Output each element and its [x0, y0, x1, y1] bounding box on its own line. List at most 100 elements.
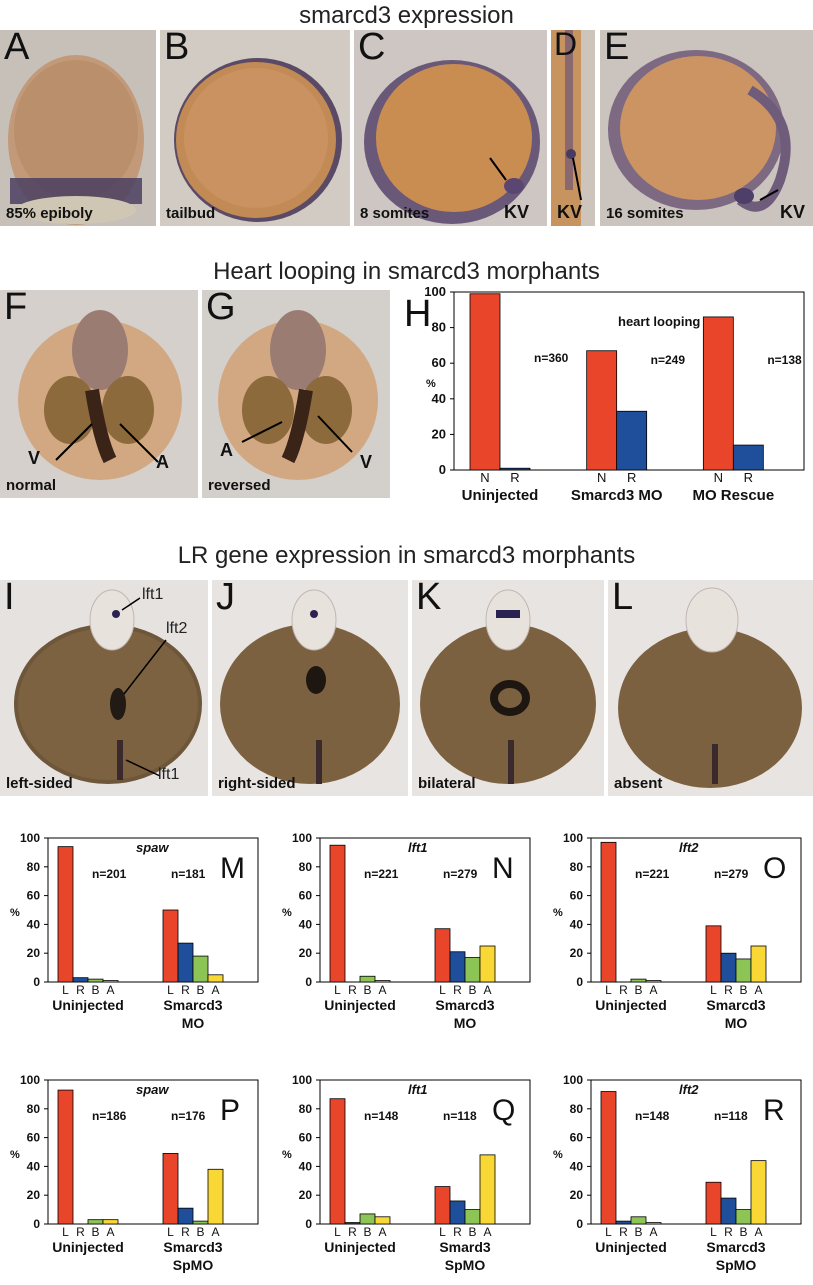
caption-g: reversed — [208, 477, 271, 494]
bar-category-label: A — [649, 983, 657, 997]
bar-a — [645, 1222, 662, 1225]
figure-title-heart-looping: Heart looping in smarcd3 morphants — [213, 258, 600, 285]
bar-b — [464, 1209, 481, 1225]
panel-j-embryo: J right-sided — [212, 580, 408, 796]
n-label: n=148 — [635, 1109, 670, 1123]
bar-category-label: R — [744, 470, 753, 485]
bar-category-label: R — [510, 470, 519, 485]
bar-category-label: L — [605, 983, 612, 997]
bar-category-label: L — [439, 1225, 446, 1239]
bar-l — [705, 925, 722, 983]
bar-category-label: B — [196, 1225, 204, 1239]
bar-n — [586, 350, 618, 471]
panel-a-embryo: A 85% epiboly — [0, 30, 156, 226]
bar-b — [735, 1209, 752, 1225]
bar-l — [57, 1089, 74, 1225]
group-label: Uninjected — [52, 997, 124, 1013]
bar-r — [177, 942, 194, 983]
bar-category-label: N — [597, 470, 606, 485]
bar-a — [207, 1168, 224, 1225]
bar-b — [630, 978, 647, 983]
bar-l — [434, 1186, 451, 1225]
bar-l — [600, 1091, 617, 1225]
bar-category-label: B — [91, 983, 99, 997]
bar-a — [645, 980, 662, 983]
bar-b — [359, 975, 376, 983]
y-tick-label: 0 — [576, 1217, 583, 1231]
n-label: n=249 — [651, 353, 686, 367]
y-tick-label: 60 — [570, 889, 584, 903]
bar-category-label: B — [468, 1225, 476, 1239]
group-label: Smarcd3 — [706, 997, 765, 1013]
y-tick-label: 100 — [563, 831, 583, 845]
y-tick-label: 40 — [27, 917, 41, 931]
n-label: n=181 — [171, 867, 206, 881]
bar-n — [702, 316, 734, 471]
y-tick-label: 100 — [292, 831, 312, 845]
bar-r — [615, 1220, 632, 1225]
group-label: Uninjected — [462, 487, 539, 504]
bar-category-label: R — [181, 983, 190, 997]
bar-r — [499, 467, 531, 471]
bar-a — [207, 974, 224, 983]
y-tick-label: 80 — [299, 860, 313, 874]
panel-d-embryo: D KV — [551, 30, 595, 226]
bar-category-label: N — [480, 470, 489, 485]
bar-a — [479, 945, 496, 983]
n-label: n=118 — [714, 1109, 748, 1123]
caption-i: left-sided — [6, 775, 73, 792]
n-label: n=221 — [364, 867, 399, 881]
bar-category-label: R — [453, 1225, 462, 1239]
group-label-line2: MO — [725, 1015, 748, 1028]
caption-k: bilateral — [418, 775, 476, 792]
bar-category-label: R — [453, 983, 462, 997]
caption-b: tailbud — [166, 205, 216, 222]
bar-category-label: A — [754, 983, 762, 997]
bar-a — [102, 1219, 119, 1225]
marker-v-f: V — [28, 448, 41, 468]
marker-lft2: lft2 — [166, 620, 188, 637]
marker-a-g: A — [220, 440, 233, 460]
bar-category-label: A — [649, 1225, 657, 1239]
bar-category-label: A — [378, 1225, 386, 1239]
bar-category-label: B — [363, 1225, 371, 1239]
bar-r — [616, 410, 648, 471]
bar-category-label: L — [167, 1225, 174, 1239]
bar-category-label: B — [634, 983, 642, 997]
panel-label-m: M — [220, 852, 245, 885]
bar-category-label: L — [62, 1225, 69, 1239]
n-label: n=148 — [364, 1109, 399, 1123]
panel-label-e: E — [604, 30, 630, 68]
bar-category-label: R — [76, 1225, 85, 1239]
marker-lft1-bottom: lft1 — [158, 766, 180, 783]
bar-category-label: A — [754, 1225, 762, 1239]
bar-category-label: A — [378, 983, 386, 997]
bar-a — [750, 1160, 767, 1225]
y-tick-label: 40 — [570, 917, 584, 931]
y-tick-label: 100 — [20, 831, 40, 845]
marker-lft1-top: lft1 — [142, 586, 164, 603]
y-tick-label: 20 — [570, 946, 584, 960]
bar-b — [87, 978, 104, 983]
group-label: MO Rescue — [692, 487, 774, 504]
bar-b — [464, 957, 481, 983]
y-axis-label: % — [10, 1149, 20, 1161]
bar-r — [177, 1207, 194, 1225]
panel-label-q: Q — [492, 1094, 515, 1127]
gene-label: lft1 — [408, 840, 428, 855]
panel-label-n: N — [492, 852, 514, 885]
bar-category-label: B — [468, 983, 476, 997]
y-tick-label: 100 — [424, 286, 446, 299]
y-tick-label: 20 — [570, 1188, 584, 1202]
bar-l — [162, 909, 179, 983]
n-label: n=176 — [171, 1109, 206, 1123]
marker-kv-d: KV — [557, 202, 583, 222]
gene-label: spaw — [136, 840, 169, 855]
y-tick-label: 40 — [432, 391, 446, 406]
